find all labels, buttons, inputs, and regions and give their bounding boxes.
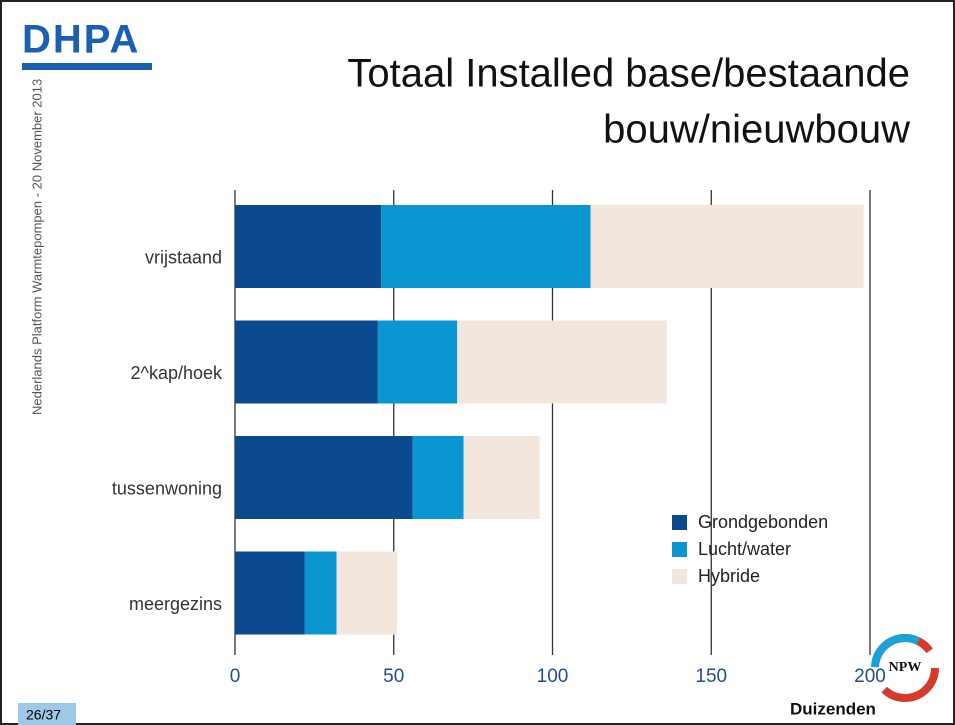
legend-label: Lucht/water bbox=[698, 539, 791, 559]
bar-segment bbox=[377, 320, 458, 404]
y-tick-label: 2^kap/hoek bbox=[130, 363, 223, 383]
bar-segment bbox=[235, 205, 382, 288]
bar-segment bbox=[381, 205, 591, 288]
bar-segment bbox=[457, 320, 667, 404]
legend-swatch bbox=[672, 542, 687, 557]
bar-segment bbox=[304, 551, 337, 635]
slide-number-box bbox=[18, 703, 76, 725]
y-tick-label: meergezins bbox=[129, 594, 222, 614]
bar-segment bbox=[235, 551, 305, 635]
title-line: Totaal Installed base/bestaande bbox=[347, 52, 910, 96]
side-text: Nederlands Platform Warmtepompen - 20 No… bbox=[29, 79, 44, 415]
bar-segment bbox=[235, 436, 413, 519]
bar-segment bbox=[463, 436, 540, 519]
x-tick-label: 50 bbox=[383, 666, 404, 687]
y-tick-label: tussenwoning bbox=[112, 478, 222, 498]
bar-segment bbox=[235, 320, 378, 404]
logo-name: Duizenden bbox=[790, 699, 876, 718]
legend-swatch bbox=[672, 569, 687, 584]
logo-bar bbox=[22, 63, 152, 70]
x-tick-label: 200 bbox=[854, 666, 886, 687]
logo-badge: NPW bbox=[889, 660, 922, 675]
footer-logo: NPW Duizenden bbox=[790, 634, 939, 718]
chart: vrijstaand 2^kap/hoek tussenwoning meergezi… bbox=[112, 190, 886, 687]
title-line: bouw/nieuwbouw bbox=[603, 108, 910, 152]
bar-segment bbox=[590, 205, 864, 288]
logo: DHPA bbox=[22, 18, 140, 62]
legend-swatch bbox=[672, 515, 687, 530]
x-tick-label: 100 bbox=[537, 666, 569, 687]
legend-label: Grondgebonden bbox=[698, 512, 828, 532]
y-tick-label: vrijstaand bbox=[145, 247, 222, 267]
x-tick-label: 150 bbox=[695, 666, 727, 687]
legend-label: Hybride bbox=[698, 566, 760, 586]
x-tick-label: 0 bbox=[230, 666, 241, 687]
bar-segment bbox=[336, 551, 397, 635]
logo-ring bbox=[871, 634, 939, 702]
slide-number: 26/37 bbox=[26, 707, 61, 723]
bar-segment bbox=[412, 436, 464, 519]
